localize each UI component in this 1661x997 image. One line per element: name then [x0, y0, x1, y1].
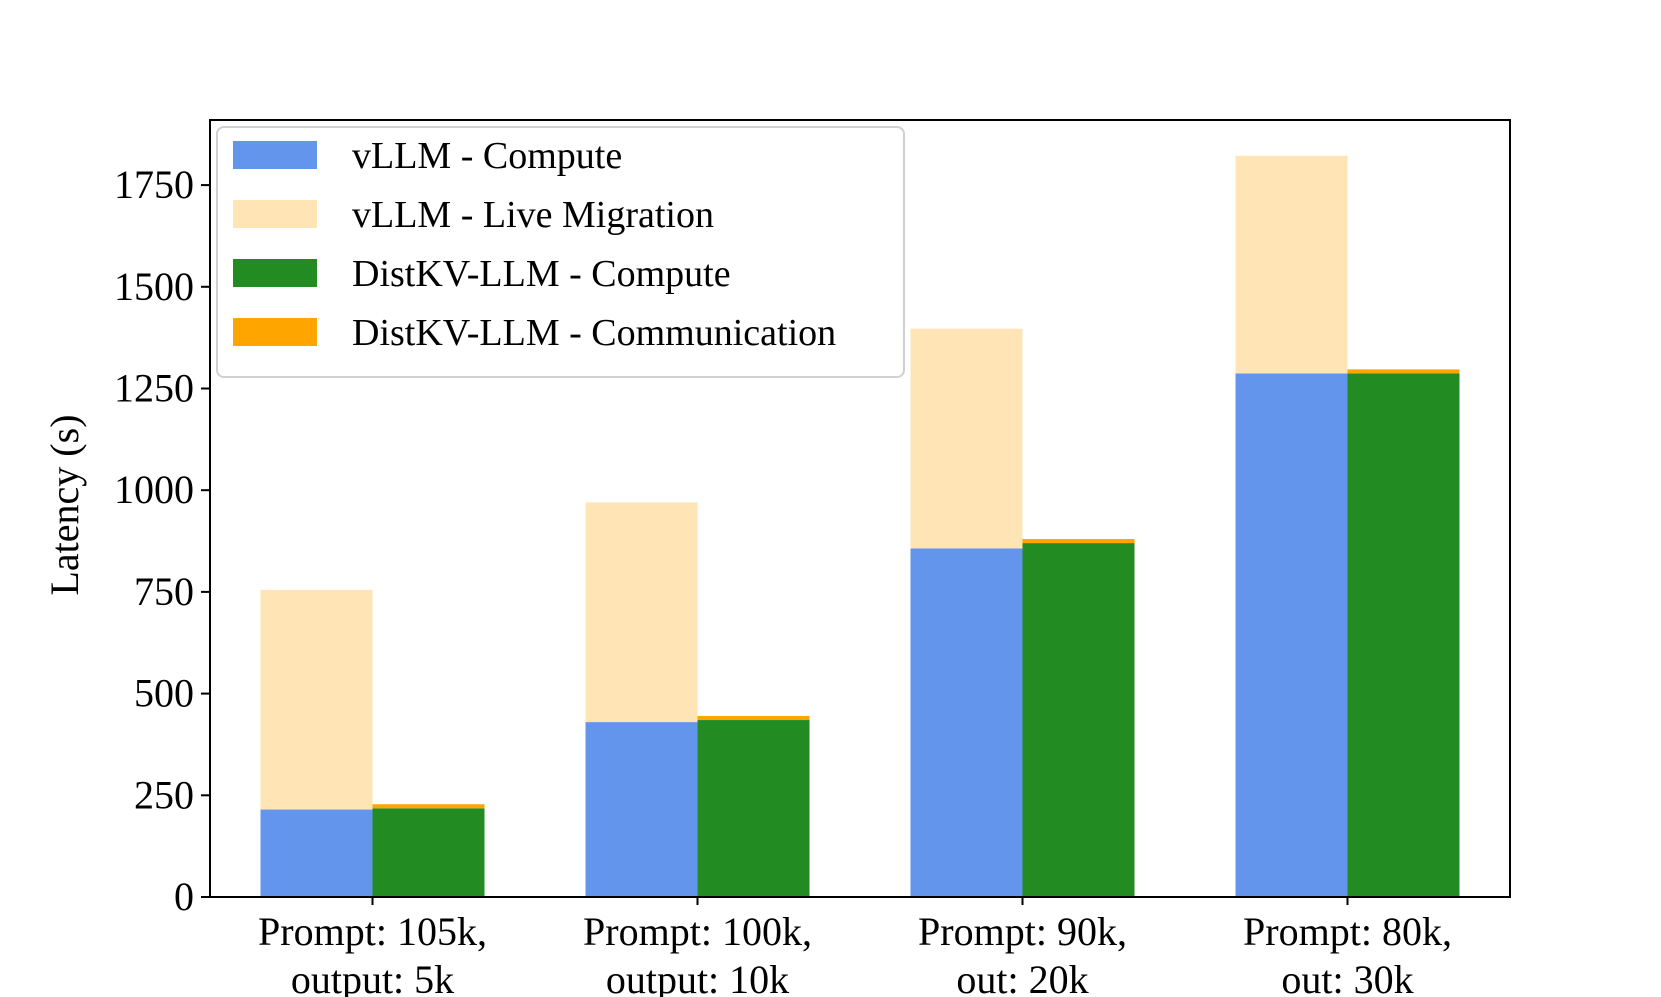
bar-vllm-compute-3: [1235, 373, 1348, 897]
bar-distkv-llm-communication-3: [1347, 369, 1460, 374]
legend: vLLM - Compute vLLM - Live Migration DistK…: [216, 126, 905, 378]
legend-swatch-1: [233, 200, 317, 228]
bar-distkv-llm-compute-1: [697, 720, 810, 897]
bar-vllm-compute-1: [585, 722, 698, 897]
bar-distkv-llm-compute-2: [1022, 543, 1135, 897]
x-tick-label-3-0: Prompt: 80k,: [1243, 909, 1452, 954]
y-tick-label-1750: 1750: [114, 162, 194, 207]
bar-vllm-live-migration-1: [585, 502, 698, 723]
y-tick-label-500: 500: [134, 671, 194, 716]
x-tick-label-0-0: Prompt: 105k,: [258, 909, 487, 954]
legend-label-2: DistKV-LLM - Compute: [352, 253, 731, 295]
bar-vllm-live-migration-2: [910, 328, 1023, 549]
bar-vllm-compute-2: [910, 548, 1023, 897]
bar-distkv-llm-compute-0: [372, 808, 485, 897]
bar-distkv-llm-communication-1: [697, 715, 810, 721]
legend-label-1: vLLM - Live Migration: [352, 194, 714, 236]
y-tick-label-250: 250: [134, 772, 194, 817]
x-tick-label-0-1: output: 5k: [291, 957, 454, 997]
x-tick-label-1-0: Prompt: 100k,: [583, 909, 812, 954]
x-tick-label-2-0: Prompt: 90k,: [918, 909, 1127, 954]
y-tick-label-0: 0: [174, 874, 194, 919]
bar-distkv-llm-communication-2: [1022, 539, 1135, 544]
bar-vllm-live-migration-0: [260, 589, 373, 810]
legend-swatch-0: [233, 141, 317, 169]
y-tick-label-1000: 1000: [114, 467, 194, 512]
plot-frame: [209, 119, 1511, 898]
legend-label-0: vLLM - Compute: [352, 135, 622, 177]
legend-swatch-2: [233, 259, 317, 287]
y-tick-label-1250: 1250: [114, 365, 194, 410]
x-tick-label-3-1: out: 30k: [1281, 957, 1413, 997]
legend-label-3: DistKV-LLM - Communication: [352, 312, 836, 354]
legend-swatch-3: [233, 318, 317, 346]
bar-vllm-compute-0: [260, 809, 373, 897]
y-tick-label-750: 750: [134, 569, 194, 614]
axes-layer: Prompt: 105k,output: 5k Prompt: 100k,outp…: [114, 119, 1511, 997]
bars-layer: [260, 155, 1460, 897]
bar-distkv-llm-communication-0: [372, 804, 485, 809]
y-axis-label: Latency (s): [42, 414, 87, 595]
bar-distkv-llm-compute-3: [1347, 373, 1460, 897]
y-tick-label-1500: 1500: [114, 264, 194, 309]
bar-vllm-live-migration-3: [1235, 155, 1348, 374]
x-tick-label-2-1: out: 20k: [956, 957, 1088, 997]
x-tick-label-1-1: output: 10k: [606, 957, 789, 997]
legend-box: [216, 126, 905, 378]
